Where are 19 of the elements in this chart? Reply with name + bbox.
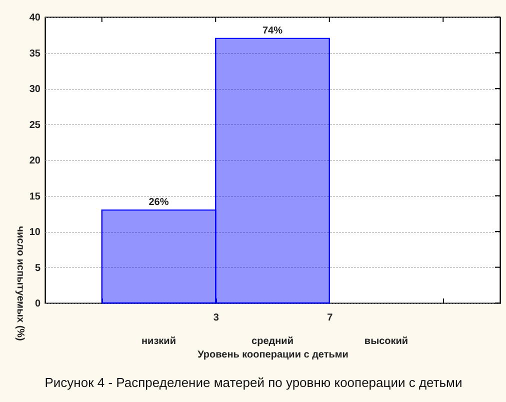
x-tick-label: 3 [213, 312, 220, 324]
y-tick-label: 15 [29, 191, 41, 202]
y-tick-label: 35 [29, 48, 41, 60]
category-label: низкий [142, 336, 176, 347]
y-tick-label: 40 [29, 12, 41, 24]
x-tick-label: 7 [327, 312, 334, 324]
y-axis-title: число испытуемых (%) [14, 226, 26, 341]
y-tick-label: 0 [34, 298, 41, 310]
text: Рисунок 4 - Распределение матерей по уровню кооперации с детьми [44, 375, 462, 390]
y-tick-label: 30 [29, 84, 41, 95]
y-tick-label: 25 [29, 120, 41, 131]
annotation: 26% [148, 197, 169, 208]
y-tick-label: 20 [29, 156, 41, 166]
y-tick-label: 5 [34, 262, 41, 274]
category-label: высокий [364, 336, 408, 347]
y-tick-label: 10 [29, 227, 41, 238]
category-label: средний [252, 336, 294, 347]
annotation: 74% [262, 25, 283, 36]
x-axis-title: Уровень кооперации с детьми [198, 350, 348, 360]
